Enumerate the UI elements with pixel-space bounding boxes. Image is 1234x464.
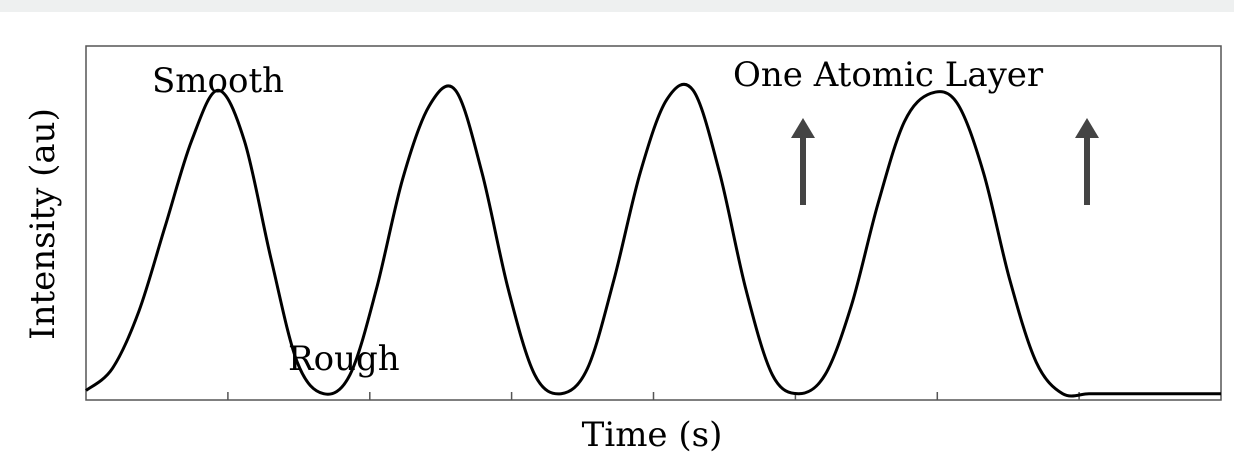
arrows (791, 118, 1099, 205)
series-line (85, 82, 1221, 398)
arrow-1 (791, 118, 815, 205)
x-axis-label: Time (s) (582, 415, 723, 455)
top-strip (0, 0, 1234, 12)
arrow-2 (1075, 118, 1099, 205)
annotation-smooth: Smooth (152, 61, 284, 101)
annotation-one-atomic-layer: One Atomic Layer (733, 55, 1044, 95)
x-ticks (227, 392, 1080, 400)
y-axis-label: Intensity (au) (23, 108, 63, 340)
annotation-rough: Rough (288, 339, 400, 379)
